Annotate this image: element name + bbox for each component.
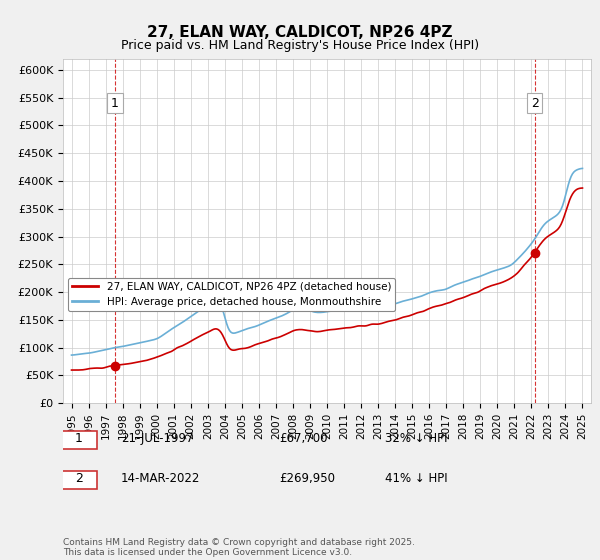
- Legend: 27, ELAN WAY, CALDICOT, NP26 4PZ (detached house), HPI: Average price, detached : 27, ELAN WAY, CALDICOT, NP26 4PZ (detach…: [68, 278, 395, 311]
- Text: 1: 1: [75, 432, 83, 445]
- Text: 41% ↓ HPI: 41% ↓ HPI: [385, 473, 448, 486]
- Text: 2: 2: [75, 473, 83, 486]
- Text: 27, ELAN WAY, CALDICOT, NP26 4PZ: 27, ELAN WAY, CALDICOT, NP26 4PZ: [147, 25, 453, 40]
- Text: £269,950: £269,950: [280, 473, 335, 486]
- Text: 14-MAR-2022: 14-MAR-2022: [121, 473, 200, 486]
- FancyBboxPatch shape: [61, 471, 97, 489]
- Text: Contains HM Land Registry data © Crown copyright and database right 2025.
This d: Contains HM Land Registry data © Crown c…: [63, 538, 415, 557]
- Text: 21-JUL-1997: 21-JUL-1997: [121, 432, 194, 445]
- Text: 32% ↓ HPI: 32% ↓ HPI: [385, 432, 448, 445]
- FancyBboxPatch shape: [61, 431, 97, 449]
- Text: Price paid vs. HM Land Registry's House Price Index (HPI): Price paid vs. HM Land Registry's House …: [121, 39, 479, 52]
- Text: 2: 2: [531, 97, 539, 110]
- Text: 1: 1: [111, 97, 119, 110]
- Text: £67,700: £67,700: [280, 432, 328, 445]
